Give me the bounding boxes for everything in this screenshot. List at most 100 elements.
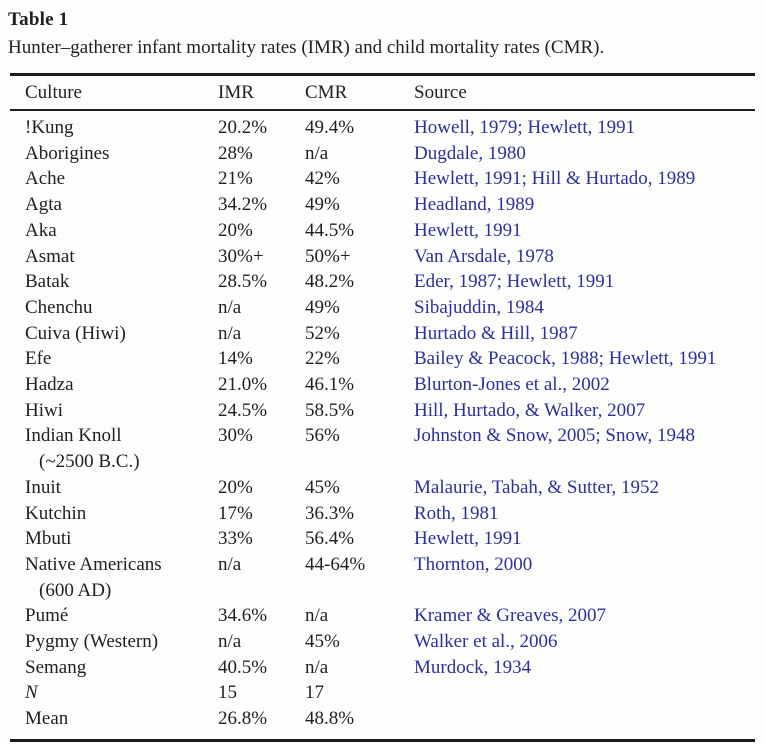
source-cell bbox=[414, 680, 755, 706]
source-cell: Hurtado & Hill, 1987 bbox=[414, 321, 755, 347]
imr-cell: 30% bbox=[218, 425, 253, 447]
table-header-row: Culture IMR CMR Source bbox=[10, 76, 755, 111]
citation-link[interactable]: Van Arsdale, 1978 bbox=[414, 245, 554, 267]
culture-name: Kutchin bbox=[25, 502, 87, 524]
citation-link[interactable]: Headland, 1989 bbox=[414, 194, 535, 216]
culture-name: Aborigines bbox=[25, 142, 110, 164]
culture-name: Indian Knoll bbox=[25, 425, 122, 447]
source-cell: Thornton, 2000 bbox=[414, 552, 755, 603]
citation-link[interactable]: Hewlett, 1991 bbox=[414, 219, 522, 241]
cmr-cell: 17 bbox=[305, 682, 324, 704]
citation-link[interactable]: Johnston & Snow, 2005; Snow, 1948 bbox=[414, 425, 695, 447]
culture-cell: Pygmy (Western) bbox=[25, 629, 218, 655]
culture-cell: Native Americans (600 AD) bbox=[25, 552, 218, 603]
imr-cell: 14% bbox=[218, 348, 253, 370]
culture-name: Hadza bbox=[25, 374, 74, 396]
culture-name: Hiwi bbox=[25, 399, 63, 421]
culture-cell: N bbox=[25, 680, 218, 706]
column-header-imr: IMR bbox=[218, 81, 254, 103]
column-header-source: Source bbox=[414, 81, 467, 103]
culture-name: Asmat bbox=[25, 245, 75, 267]
imr-cell: 17% bbox=[218, 502, 253, 524]
culture-cell: Cuiva (Hiwi) bbox=[25, 321, 218, 347]
culture-cell: Chenchu bbox=[25, 295, 218, 321]
table-row: Aborigines 28% n/a Dugdale, 1980 bbox=[10, 141, 755, 167]
imr-cell: 21% bbox=[218, 168, 253, 190]
imr-cell: 30%+ bbox=[218, 245, 264, 267]
cmr-cell: 45% bbox=[305, 631, 340, 653]
citation-link[interactable]: Hewlett, 1991; Hill & Hurtado, 1989 bbox=[414, 168, 696, 190]
imr-cell: 26.8% bbox=[218, 708, 268, 730]
table-body: !Kung 20.2% 49.4% Howell, 1979; Hewlett,… bbox=[10, 111, 755, 739]
cmr-cell: n/a bbox=[305, 605, 329, 627]
imr-cell: n/a bbox=[218, 553, 242, 575]
culture-name: Mean bbox=[25, 708, 69, 730]
citation-link[interactable]: Thornton, 2000 bbox=[414, 553, 533, 575]
cmr-cell: n/a bbox=[305, 142, 329, 164]
culture-cell: Aka bbox=[25, 218, 218, 244]
culture-name: Native Americans bbox=[25, 553, 162, 575]
culture-name: Batak bbox=[25, 271, 70, 293]
imr-cell: n/a bbox=[218, 631, 242, 653]
citation-link[interactable]: Kramer & Greaves, 2007 bbox=[414, 605, 607, 627]
citation-link[interactable]: Walker et al., 2006 bbox=[414, 631, 558, 653]
culture-cell: Aborigines bbox=[25, 141, 218, 167]
source-cell: Van Arsdale, 1978 bbox=[414, 244, 755, 270]
table-row: Efe 14% 22% Bailey & Peacock, 1988; Hewl… bbox=[10, 346, 755, 372]
culture-cell: Batak bbox=[25, 269, 218, 295]
imr-cell: n/a bbox=[218, 322, 242, 344]
imr-cell: 20% bbox=[218, 219, 253, 241]
table-title: Table 1 bbox=[8, 9, 69, 30]
source-cell: Hewlett, 1991 bbox=[414, 218, 755, 244]
culture-cell: Efe bbox=[25, 346, 218, 372]
table-row: Aka 20% 44.5% Hewlett, 1991 bbox=[10, 218, 755, 244]
source-cell: Howell, 1979; Hewlett, 1991 bbox=[414, 115, 755, 141]
table-row: Mean 26.8% 48.8% bbox=[10, 706, 755, 732]
citation-link[interactable]: Hurtado & Hill, 1987 bbox=[414, 322, 578, 344]
culture-name: Inuit bbox=[25, 476, 61, 498]
imr-cell: 34.6% bbox=[218, 605, 268, 627]
source-cell: Hewlett, 1991 bbox=[414, 526, 755, 552]
citation-link[interactable]: Howell, 1979; Hewlett, 1991 bbox=[414, 117, 636, 138]
table-caption: Hunter–gatherer infant mortality rates (… bbox=[8, 37, 605, 58]
imr-cell: n/a bbox=[218, 296, 242, 318]
culture-name: Semang bbox=[25, 656, 87, 678]
table-row: Pumé 34.6% n/a Kramer & Greaves, 2007 bbox=[10, 603, 755, 629]
citation-link[interactable]: Eder, 1987; Hewlett, 1991 bbox=[414, 271, 615, 293]
table-row: !Kung 20.2% 49.4% Howell, 1979; Hewlett,… bbox=[10, 115, 755, 141]
culture-name: Mbuti bbox=[25, 528, 72, 550]
citation-link[interactable]: Malaurie, Tabah, & Sutter, 1952 bbox=[414, 476, 660, 498]
citation-link[interactable]: Roth, 1981 bbox=[414, 502, 499, 524]
cmr-cell: 56.4% bbox=[305, 528, 355, 550]
citation-link[interactable]: Sibajuddin, 1984 bbox=[414, 296, 544, 318]
cmr-cell: 42% bbox=[305, 168, 340, 190]
source-cell: Roth, 1981 bbox=[414, 501, 755, 527]
citation-link[interactable]: Blurton-Jones et al., 2002 bbox=[414, 374, 610, 396]
column-header-cmr: CMR bbox=[305, 81, 348, 103]
source-cell bbox=[414, 706, 755, 732]
imr-cell: 20% bbox=[218, 476, 253, 498]
citation-link[interactable]: Hill, Hurtado, & Walker, 2007 bbox=[414, 399, 646, 421]
table-row: Batak 28.5% 48.2% Eder, 1987; Hewlett, 1… bbox=[10, 269, 755, 295]
cmr-cell: n/a bbox=[305, 656, 329, 678]
source-cell: Headland, 1989 bbox=[414, 192, 755, 218]
culture-cell: Hadza bbox=[25, 372, 218, 398]
cmr-cell: 49.4% bbox=[305, 117, 355, 138]
citation-link[interactable]: Bailey & Peacock, 1988; Hewlett, 1991 bbox=[414, 348, 717, 370]
culture-name: Aka bbox=[25, 219, 57, 241]
citation-link[interactable]: Hewlett, 1991 bbox=[414, 528, 522, 550]
culture-name: Ache bbox=[25, 168, 66, 190]
culture-name-second-line: (600 AD) bbox=[39, 579, 112, 601]
imr-cell: 28% bbox=[218, 142, 253, 164]
culture-cell: Mbuti bbox=[25, 526, 218, 552]
table-row: Hadza 21.0% 46.1% Blurton-Jones et al., … bbox=[10, 372, 755, 398]
source-cell: Johnston & Snow, 2005; Snow, 1948 bbox=[414, 423, 755, 474]
table-row: Native Americans (600 AD) n/a 44-64% Tho… bbox=[10, 552, 755, 603]
imr-cell: 21.0% bbox=[218, 374, 268, 396]
citation-link[interactable]: Dugdale, 1980 bbox=[414, 142, 526, 164]
table-row: Pygmy (Western) n/a 45% Walker et al., 2… bbox=[10, 629, 755, 655]
citation-link[interactable]: Murdock, 1934 bbox=[414, 656, 532, 678]
table-row: Cuiva (Hiwi) n/a 52% Hurtado & Hill, 198… bbox=[10, 321, 755, 347]
culture-cell: Asmat bbox=[25, 244, 218, 270]
culture-name: Chenchu bbox=[25, 296, 93, 318]
